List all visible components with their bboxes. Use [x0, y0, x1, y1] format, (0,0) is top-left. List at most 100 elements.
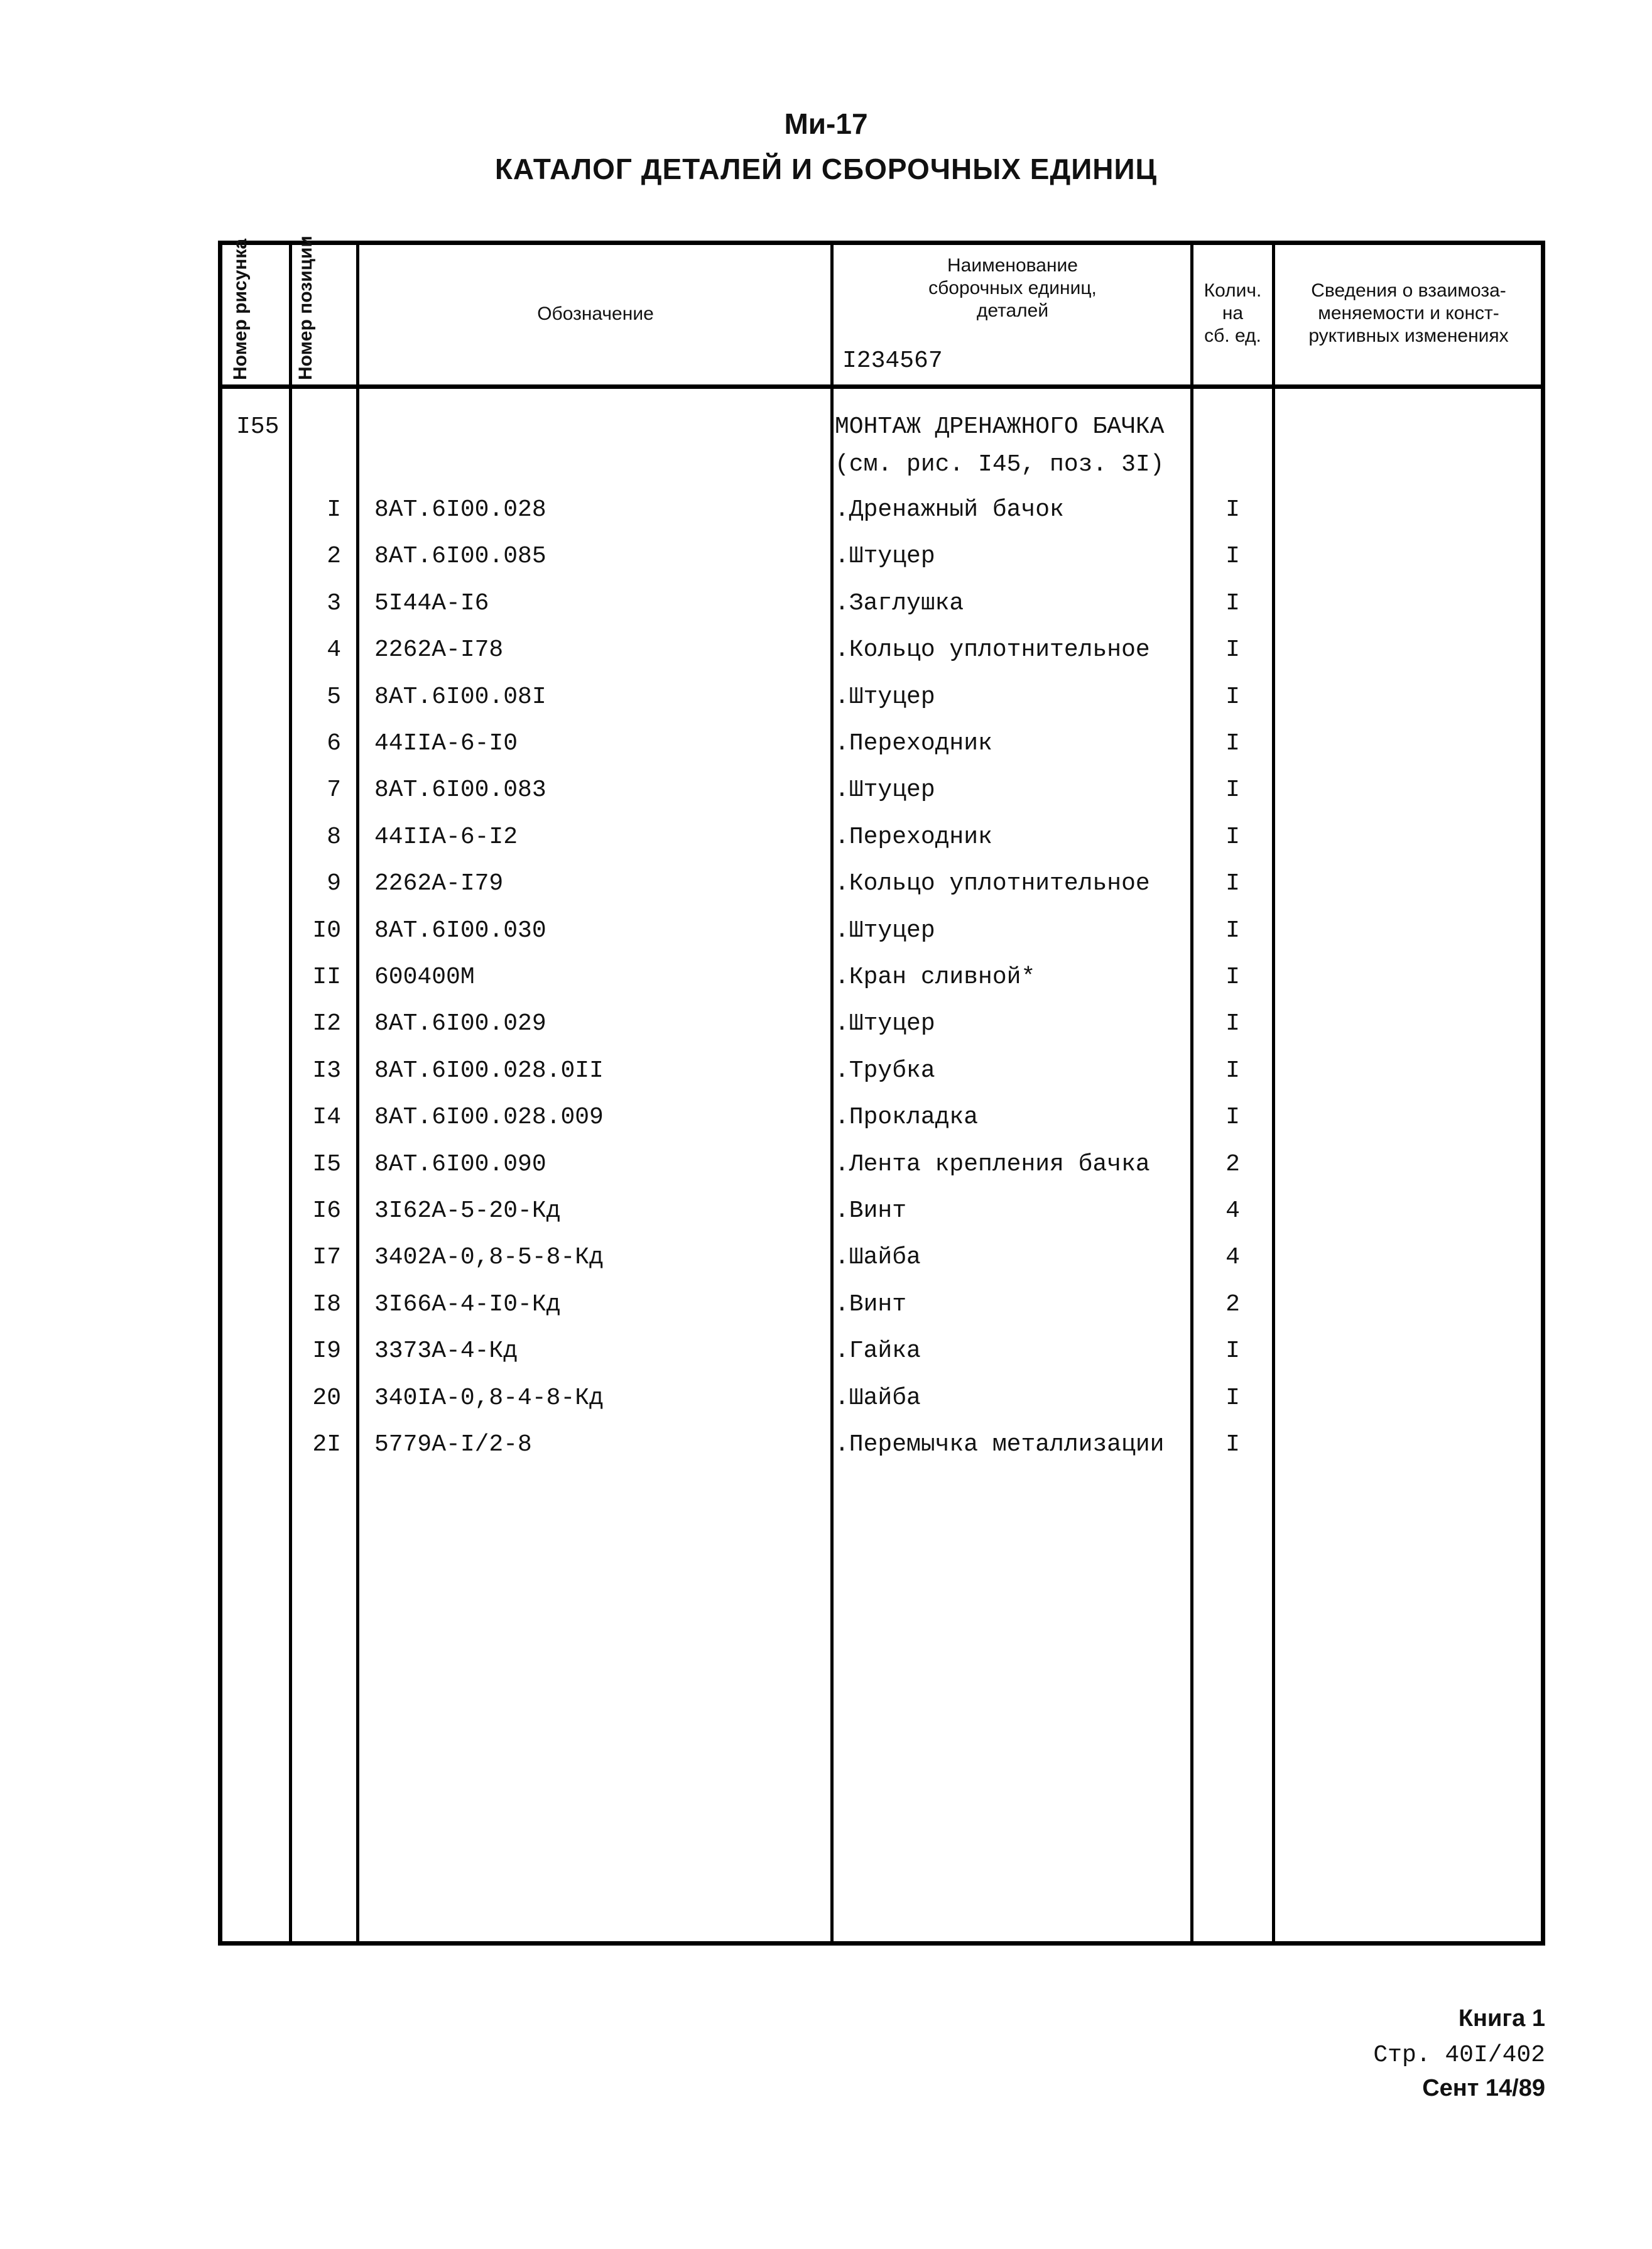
row-name: .Трубка [835, 1057, 935, 1084]
row-position: I2 [312, 1010, 341, 1038]
row-name: .Кран сливной* [835, 964, 1036, 991]
header-name-line: Наименование [947, 255, 1078, 276]
header-name-line: деталей [976, 300, 1049, 321]
row-quantity: I [1225, 1337, 1240, 1365]
group-title: МОНТАЖ ДРЕНАЖНОГО БАЧКА [835, 413, 1165, 440]
header-qty-line: сб. ед. [1204, 325, 1261, 346]
row-designation: 340IA-0,8-4-8-Кд [374, 1384, 604, 1412]
row-name: .Кольцо уплотнительное [835, 636, 1150, 664]
header-name: Наименование сборочных единиц, деталей [835, 254, 1190, 322]
row-quantity: I [1225, 823, 1240, 851]
row-quantity: I [1225, 1010, 1240, 1038]
row-position: 4 [327, 636, 341, 664]
row-designation: 44IIA-6-I2 [374, 823, 518, 851]
row-quantity: I [1225, 964, 1240, 991]
row-name: .Переходник [835, 823, 992, 851]
catalog-title: КАТАЛОГ ДЕТАЛЕЙ И СБОРОЧНЫХ ЕДИНИЦ [494, 153, 1158, 185]
header-qty-line: на [1222, 303, 1244, 324]
row-name: .Шайба [835, 1244, 921, 1272]
row-designation: 5I44A-I6 [374, 589, 489, 617]
row-designation: 3402A-0,8-5-8-Кд [374, 1244, 604, 1272]
row-name: .Гайка [835, 1337, 921, 1365]
header-position-number: Номер позиции [295, 236, 316, 380]
group-reference: (см. рис. I45, поз. 3I) [835, 451, 1165, 478]
row-quantity: I [1225, 543, 1240, 570]
row-position: 8 [327, 823, 341, 851]
row-quantity: 4 [1225, 1244, 1240, 1272]
figure-number: I55 [236, 413, 280, 440]
row-position: I3 [312, 1057, 341, 1084]
page-number: Стр. 40I/402 [1373, 2042, 1545, 2069]
row-name: .Заглушка [835, 589, 964, 617]
column-divider [830, 245, 834, 1941]
row-position: I6 [312, 1197, 341, 1224]
row-quantity: I [1225, 683, 1240, 711]
row-designation: 3I66A-4-I0-Кд [374, 1290, 561, 1318]
row-position: I0 [312, 917, 341, 944]
header-qty-line: Колич. [1204, 280, 1262, 301]
row-position: 6 [327, 730, 341, 757]
row-designation: 600400M [374, 964, 475, 991]
column-divider [289, 245, 292, 1941]
row-designation: 8AT.6I00.029 [374, 1010, 546, 1038]
row-position: 2I [312, 1431, 341, 1458]
row-quantity: I [1225, 1057, 1240, 1084]
row-designation: 8AT.6I00.028 [374, 496, 546, 523]
row-position: 9 [327, 870, 341, 898]
row-designation: 8AT.6I00.028.0II [374, 1057, 604, 1084]
row-quantity: I [1225, 1384, 1240, 1412]
header-info-line: руктивных изменениях [1308, 325, 1509, 346]
column-divider [1272, 245, 1275, 1941]
row-quantity: 4 [1225, 1197, 1240, 1224]
parts-table: Номер рисунка Номер позиции Обозначение … [218, 236, 1545, 1946]
header-designation: Обозначение [537, 303, 654, 324]
row-position: 2 [327, 543, 341, 570]
row-designation: 2262A-I79 [374, 870, 504, 898]
row-designation: 2262A-I78 [374, 636, 504, 664]
row-designation: 8AT.6I00.08I [374, 683, 546, 711]
row-quantity: 2 [1225, 1150, 1240, 1178]
row-name: .Штуцер [835, 917, 935, 944]
row-name: .Штуцер [835, 1010, 935, 1038]
row-quantity: I [1225, 917, 1240, 944]
row-designation: 8AT.6I00.090 [374, 1150, 546, 1178]
header-name-line: сборочных единиц, [928, 278, 1097, 298]
book-label: Книга 1 [1458, 2005, 1545, 2032]
row-name: .Винт [835, 1197, 907, 1224]
header-name-code: I234567 [842, 347, 943, 374]
row-quantity: 2 [1225, 1290, 1240, 1318]
row-quantity: I [1225, 1104, 1240, 1131]
row-position: 7 [327, 776, 341, 804]
row-position: 20 [312, 1384, 341, 1412]
aircraft-model-title: Ми-17 [784, 107, 868, 140]
column-divider [356, 245, 359, 1941]
column-divider [1190, 245, 1193, 1941]
row-designation: 44IIA-6-I0 [374, 730, 518, 757]
row-designation: 5779A-I/2-8 [374, 1431, 532, 1458]
row-position: I5 [312, 1150, 341, 1178]
row-quantity: I [1225, 730, 1240, 757]
row-quantity: I [1225, 870, 1240, 898]
row-quantity: I [1225, 636, 1240, 664]
row-name: .Штуцер [835, 776, 935, 804]
row-position: 5 [327, 683, 341, 711]
header-figure-number: Номер рисунка [230, 238, 251, 380]
row-name: .Штуцер [835, 543, 935, 570]
row-name: .Переходник [835, 730, 992, 757]
row-name: .Винт [835, 1290, 907, 1318]
row-name: .Перемычка металлизации [835, 1431, 1165, 1458]
row-quantity: I [1225, 589, 1240, 617]
header-quantity: Колич. на сб. ед. [1193, 280, 1272, 347]
row-name: .Лента крепления бачка [835, 1150, 1150, 1178]
row-designation: 8AT.6I00.028.009 [374, 1104, 604, 1131]
row-name: .Прокладка [835, 1104, 979, 1131]
row-designation: 8AT.6I00.083 [374, 776, 546, 804]
row-designation: 3I62A-5-20-Кд [374, 1197, 561, 1224]
row-position: 3 [327, 589, 341, 617]
row-quantity: I [1225, 496, 1240, 523]
row-position: I7 [312, 1244, 341, 1272]
row-name: .Шайба [835, 1384, 921, 1412]
row-quantity: I [1225, 1431, 1240, 1458]
header-info-line: меняемости и конст- [1318, 303, 1499, 324]
row-name: .Кольцо уплотнительное [835, 870, 1150, 898]
